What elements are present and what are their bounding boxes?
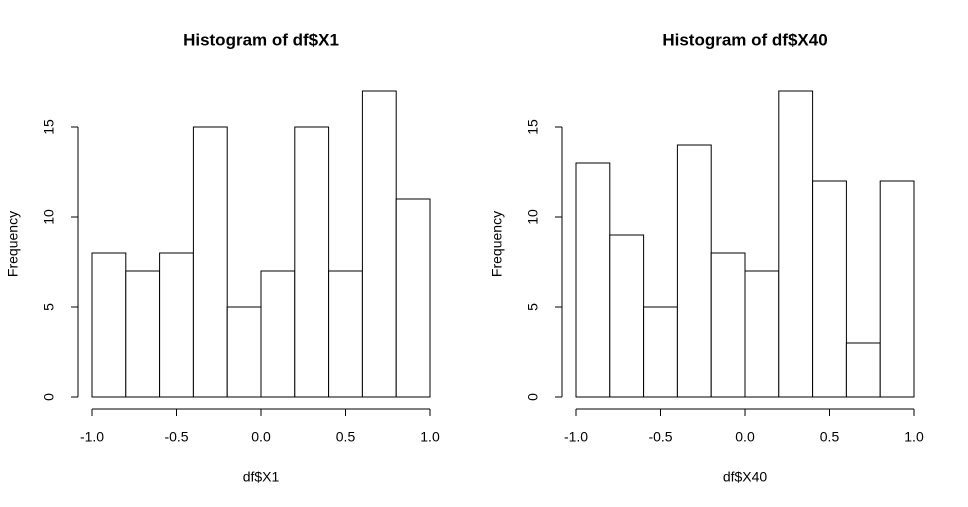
y-tick-label: 10 (525, 209, 541, 225)
bar (609, 234, 645, 398)
bar (192, 126, 228, 398)
bar (676, 144, 712, 398)
bar (879, 180, 915, 398)
bar (643, 306, 678, 398)
bar (91, 252, 127, 398)
bar (744, 270, 780, 398)
bar (845, 342, 881, 398)
bar (361, 90, 397, 398)
bar (260, 270, 296, 398)
y-tick-label: 15 (41, 119, 57, 135)
bar (226, 306, 262, 398)
chart-title: Histogram of df$X1 (183, 30, 339, 49)
bar (395, 198, 431, 398)
x-axis-label: df$X40 (723, 469, 768, 485)
y-tick-label: 0 (525, 393, 541, 401)
bar (710, 252, 746, 398)
x-tick-label: 0.0 (735, 429, 755, 445)
bar (125, 270, 161, 398)
x-tick-label: 1.0 (904, 429, 924, 445)
x-tick-label: 1.0 (420, 429, 440, 445)
x-tick-label: -0.5 (648, 429, 672, 445)
bar (159, 252, 194, 398)
x-tick-label: 0.0 (251, 429, 271, 445)
y-tick-label: 10 (41, 209, 57, 225)
x-tick-label: 0.5 (820, 429, 840, 445)
bar (328, 270, 363, 398)
bar (294, 126, 330, 398)
x-tick-label: -1.0 (564, 429, 588, 445)
y-tick-label: 5 (41, 303, 57, 311)
bar (812, 180, 847, 398)
y-tick-label: 0 (41, 393, 57, 401)
x-axis-label: df$X1 (243, 469, 280, 485)
y-axis-label: Frequency (489, 211, 505, 277)
y-tick-label: 5 (525, 303, 541, 311)
bar (778, 90, 814, 398)
chart-title: Histogram of df$X40 (662, 30, 827, 49)
x-tick-label: -0.5 (164, 429, 188, 445)
x-tick-label: 0.5 (336, 429, 356, 445)
y-axis-label: Frequency (5, 211, 21, 277)
bar (575, 162, 611, 398)
y-tick-label: 15 (525, 119, 541, 135)
x-tick-label: -1.0 (80, 429, 104, 445)
